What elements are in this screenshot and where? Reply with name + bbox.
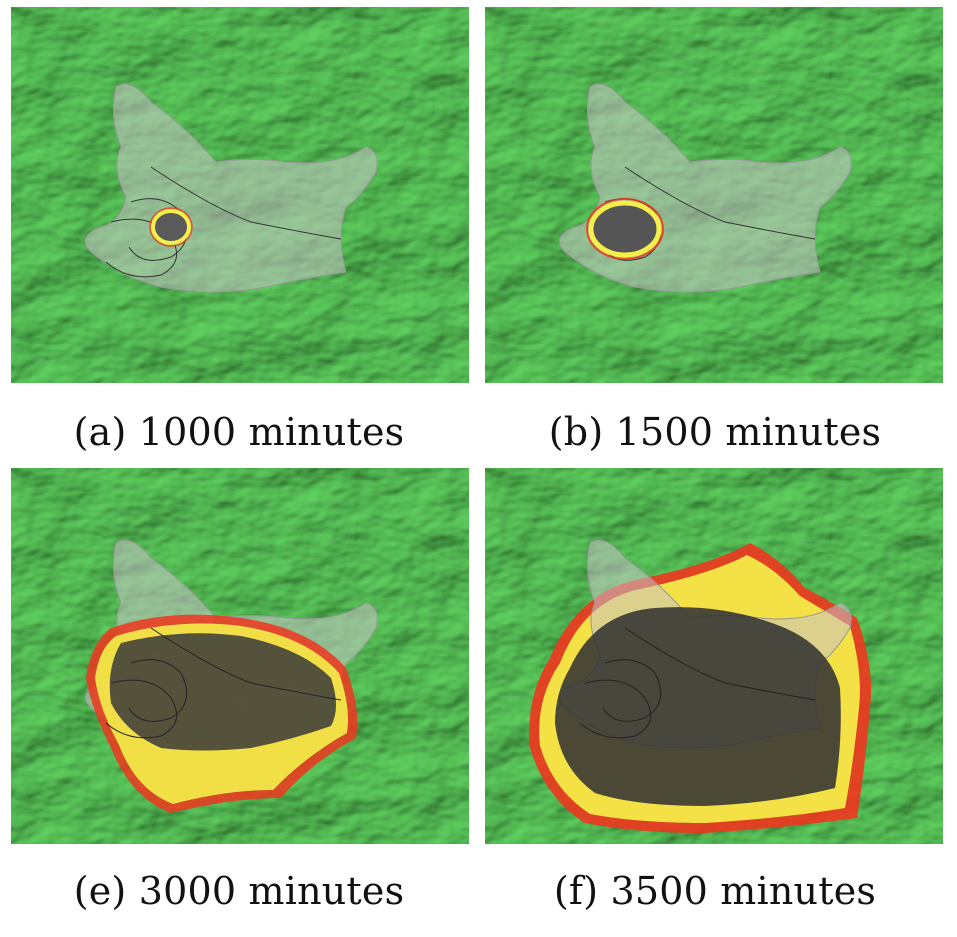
contour-line [105, 218, 178, 278]
contour-line [579, 679, 652, 739]
ridge-line [624, 166, 816, 240]
ridge-line [624, 627, 816, 701]
panel-f-map [485, 468, 943, 844]
fire-front-edge [586, 198, 664, 260]
fire-front [151, 209, 191, 245]
panel-e-terrain-svg [11, 468, 469, 844]
panel-f-terrain-svg [485, 468, 943, 844]
contour-line [105, 679, 178, 739]
panel-b-map [485, 7, 943, 383]
ridge-line [150, 627, 342, 701]
contour-line [602, 659, 662, 722]
panel-a-terrain-svg [11, 7, 469, 383]
panel-a-map [11, 7, 469, 383]
caption-b: (b) 1500 minutes [548, 410, 882, 454]
contour-line [128, 659, 188, 722]
ridge-line [150, 166, 342, 240]
caption-a: (a) 1000 minutes [73, 410, 405, 454]
fire-front-edge [149, 207, 193, 247]
caption-e: (e) 3000 minutes [73, 869, 405, 913]
panel-b-terrain-svg [485, 7, 943, 383]
fire-front [588, 200, 662, 258]
caption-f: (f) 3500 minutes [553, 869, 877, 913]
burned-area [555, 607, 841, 806]
panel-e-map [11, 468, 469, 844]
